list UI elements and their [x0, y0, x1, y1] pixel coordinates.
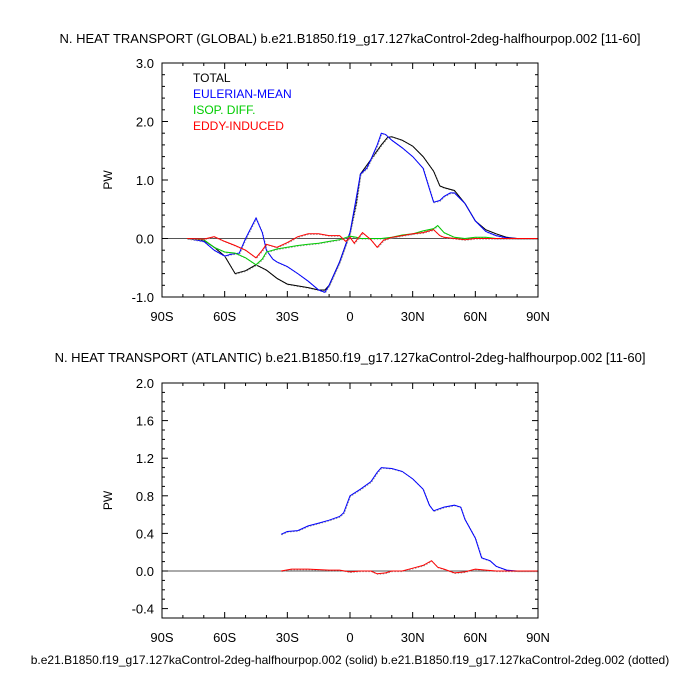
x-tick-label: 90S	[150, 309, 173, 324]
x-tick-label: 0	[346, 309, 353, 324]
legend-entry: ISOP. DIFF.	[193, 103, 255, 117]
x-tick-label: 90N	[526, 309, 550, 324]
legend-entry: EDDY-INDUCED	[193, 119, 284, 133]
x-tick-label: 60S	[213, 630, 236, 645]
series-line-1	[281, 560, 538, 575]
atlantic-plot-title: N. HEAT TRANSPORT (ATLANTIC) b.e21.B1850…	[54, 350, 646, 365]
legend-entry: TOTAL	[193, 71, 231, 85]
plot-frame	[161, 62, 539, 298]
x-tick-label: 90S	[150, 630, 173, 645]
y-tick-label: 3.0	[136, 56, 154, 71]
series-dotted-3	[187, 229, 539, 260]
series-line-isop-diff-	[187, 224, 538, 266]
x-tick-label: 30S	[276, 309, 299, 324]
x-tick-label: 30S	[276, 630, 299, 645]
series-line-eulerian-mean	[187, 132, 538, 293]
y-tick-label: 0.8	[136, 489, 154, 504]
series-dotted-0	[281, 467, 539, 573]
plot-frame	[161, 382, 539, 619]
y-tick-label: 0.4	[136, 526, 154, 541]
series-dotted-1	[187, 133, 539, 294]
y-axis-label: PW	[101, 170, 115, 190]
y-tick-label: 1.6	[136, 414, 154, 429]
y-tick-label: -1.0	[132, 290, 154, 305]
legend-entry: EULERIAN-MEAN	[193, 87, 292, 101]
series-line-eddy-induced	[187, 229, 538, 259]
series-line-0	[280, 467, 538, 572]
series-line-total	[187, 136, 538, 291]
x-tick-label: 0	[346, 630, 353, 645]
y-tick-label: 2.0	[136, 376, 154, 391]
x-tick-label: 90N	[526, 630, 550, 645]
y-tick-label: -0.4	[132, 602, 154, 617]
global-plot-title: N. HEAT TRANSPORT (GLOBAL) b.e21.B1850.f…	[59, 31, 641, 46]
x-tick-label: 30N	[401, 630, 425, 645]
series-dotted-1	[281, 560, 539, 575]
y-axis-label: PW	[101, 490, 115, 510]
y-tick-label: 1.2	[136, 451, 154, 466]
y-tick-label: 2.0	[136, 115, 154, 130]
x-tick-label: 30N	[401, 309, 425, 324]
y-tick-label: 0.0	[136, 232, 154, 247]
y-tick-label: 1.0	[136, 173, 154, 188]
x-tick-label: 60N	[463, 309, 487, 324]
global-plot: 90S 60S 30S 0 30N 60N 90N -1.0 0.0 1.0 2.0 3.0 PW TOT…	[101, 56, 550, 324]
series-dotted-0	[187, 136, 539, 292]
y-tick-label: 0.0	[136, 564, 154, 579]
atlantic-plot: 90S 60S 30S 0 30N 60N 90N -0.4 0.0 0.4 0.8 1.2 1.6 2.…	[101, 376, 550, 645]
footer-caption: b.e21.B1850.f19_g17.127kaControl-2deg-ha…	[30, 653, 670, 667]
x-tick-label: 60N	[463, 630, 487, 645]
x-tick-label: 60S	[213, 309, 236, 324]
